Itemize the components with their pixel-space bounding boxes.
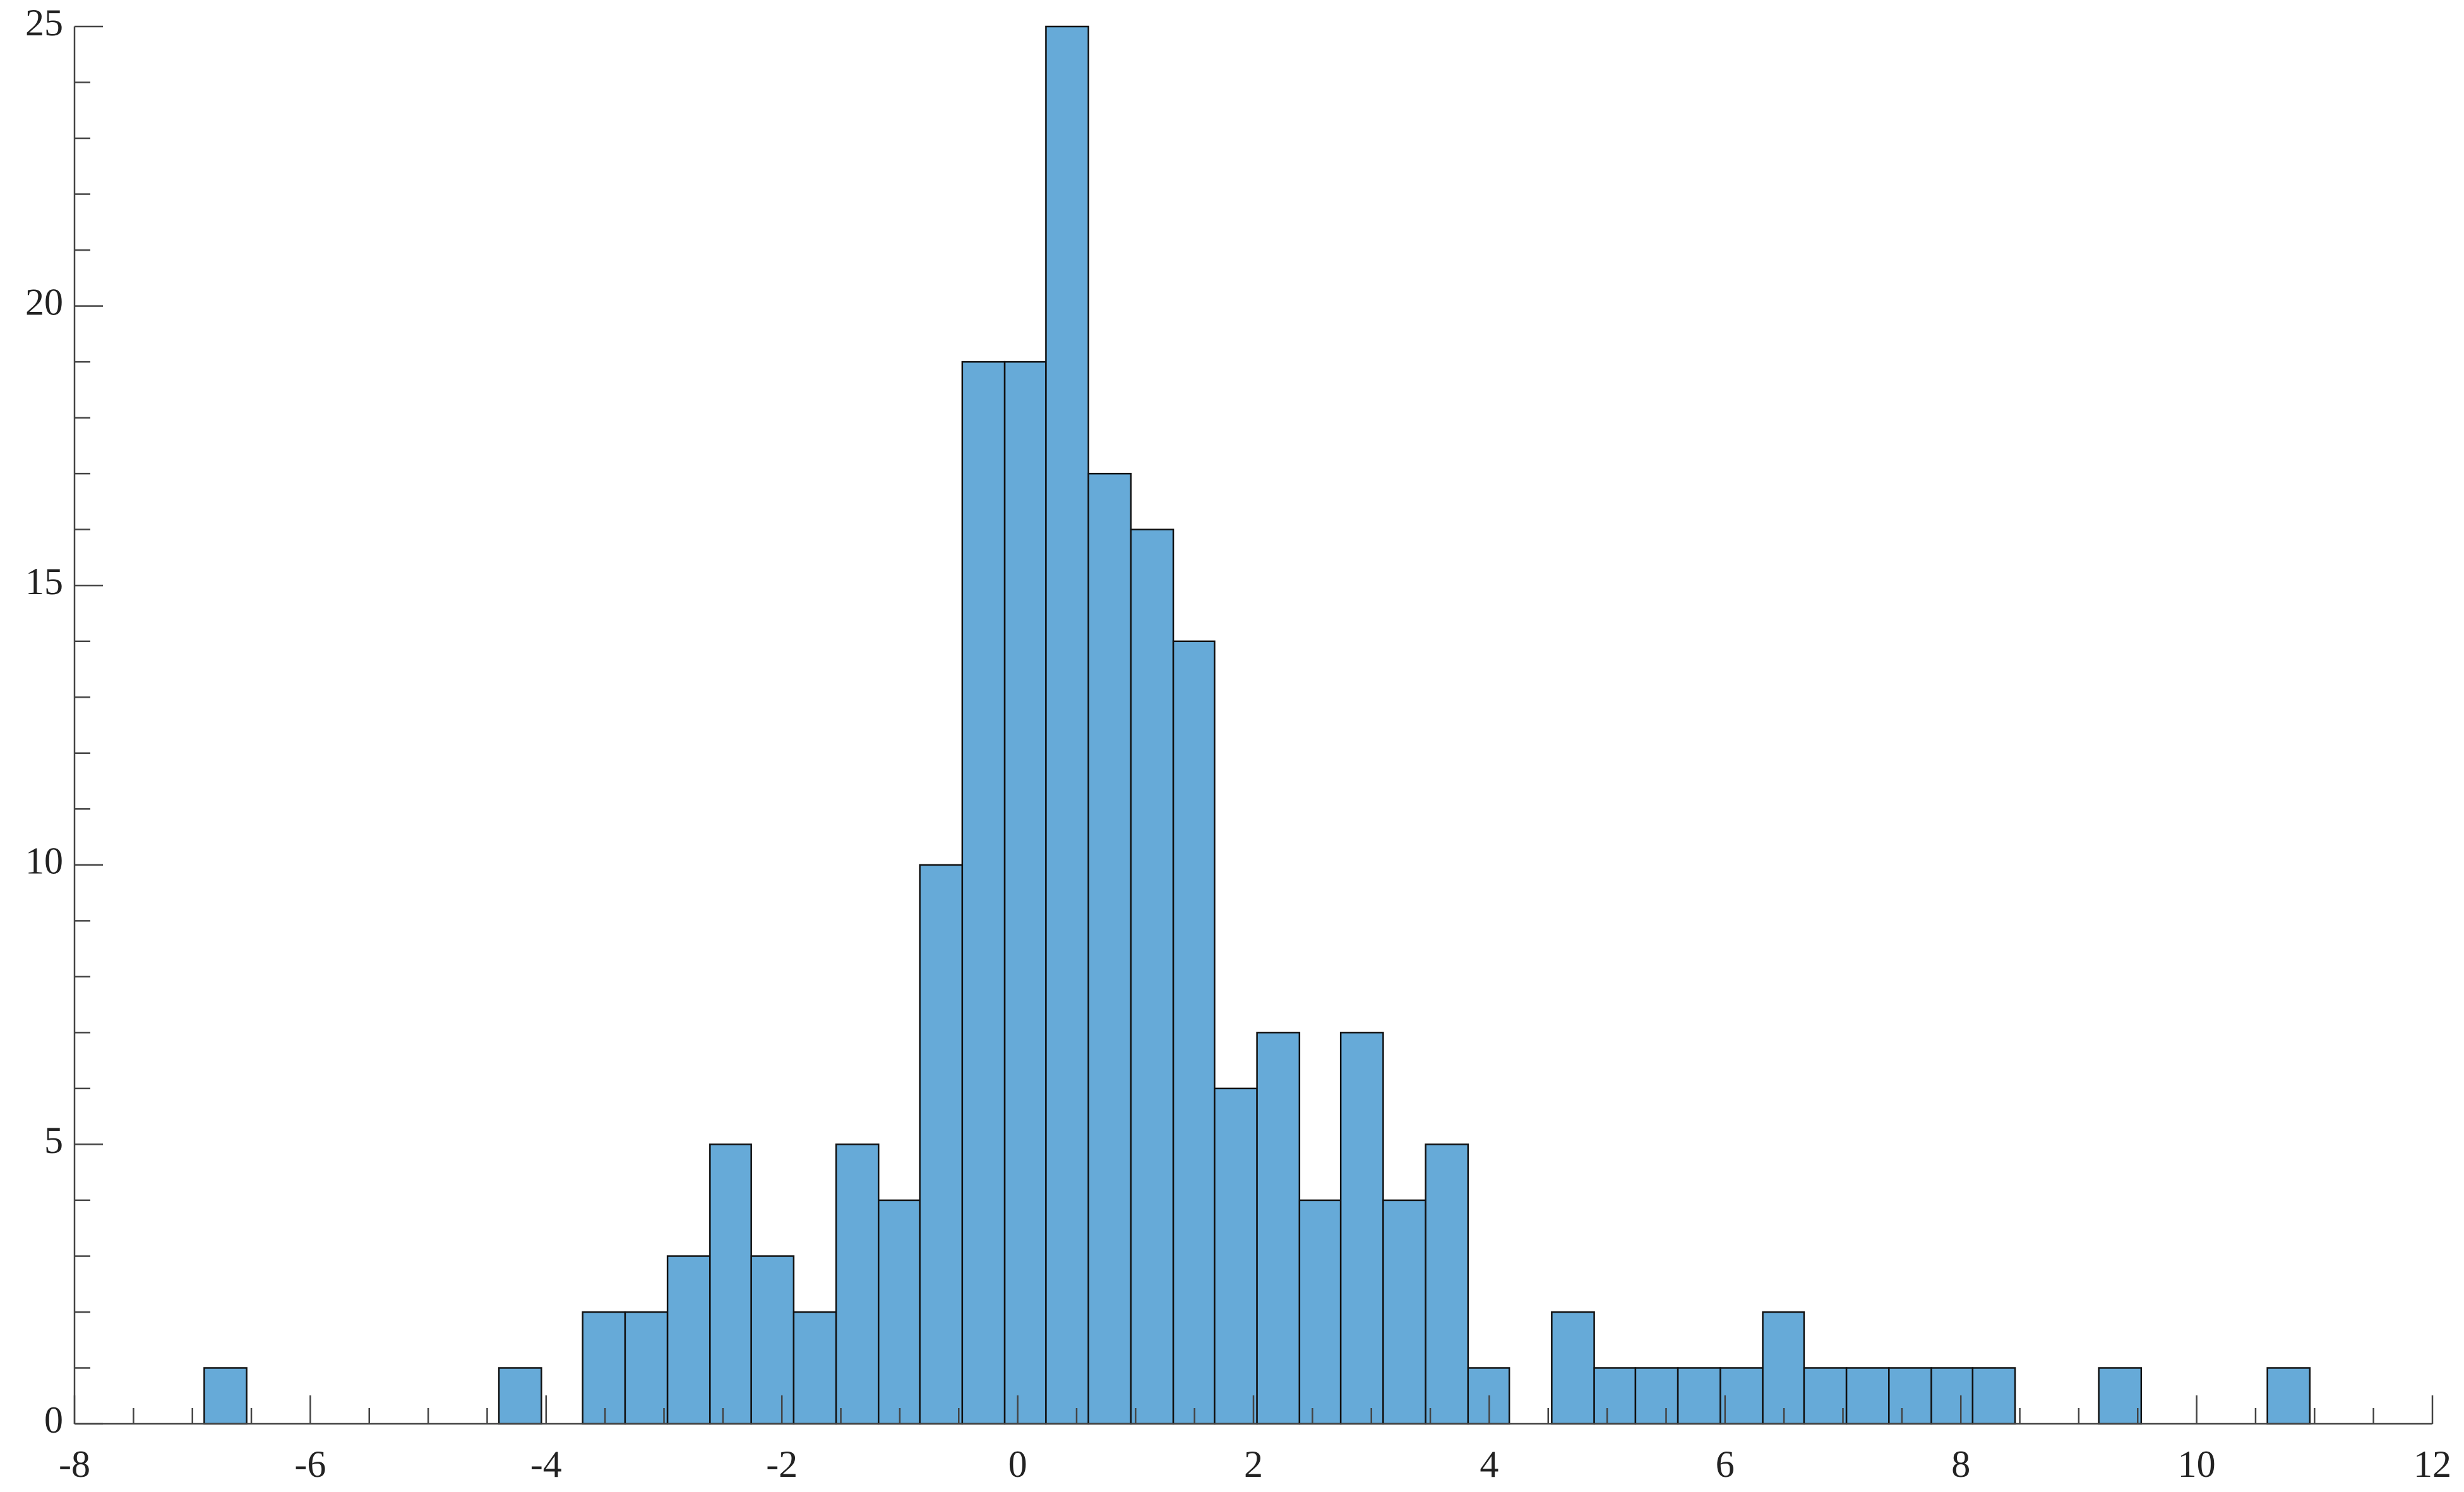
bar [1551,1311,1595,1425]
y-tick-label: 15 [25,561,63,602]
bar [624,1311,669,1425]
bar [203,1367,248,1425]
bar [1256,1032,1301,1425]
x-tick-label: 10 [2178,1443,2216,1485]
bar [1888,1367,1932,1425]
bar [1803,1367,1848,1425]
bar [2266,1367,2311,1425]
bar [835,1143,880,1425]
x-tick-label: 2 [1244,1443,1263,1485]
y-tick-label: 10 [25,840,63,882]
bar [1677,1367,1721,1425]
bar [1971,1367,2016,1425]
x-tick-label: 6 [1716,1443,1735,1485]
bar [1593,1367,1637,1425]
bar [2098,1367,2143,1425]
bar [582,1311,626,1425]
y-tick-label: 20 [25,281,63,323]
bar [1214,1087,1258,1425]
bar [1382,1199,1426,1425]
x-tick-label: -4 [530,1443,562,1485]
x-tick-label: -2 [766,1443,798,1485]
bar [1045,25,1089,1425]
bar [1425,1143,1469,1425]
x-tick-label: 4 [1480,1443,1498,1485]
bar [666,1255,711,1425]
bar [1930,1367,1974,1425]
y-tick-label: 25 [25,2,63,44]
x-tick-label: 12 [2413,1443,2451,1485]
y-tick-label: 5 [44,1119,63,1161]
x-tick-label: -6 [294,1443,326,1485]
bar [1634,1367,1679,1425]
x-tick-label: 8 [1951,1443,1970,1485]
bar [1172,640,1216,1425]
bar [1298,1199,1342,1425]
bar [1719,1367,1764,1425]
x-tick-label: 0 [1008,1443,1027,1485]
y-tick-label: 0 [44,1399,63,1441]
bar [1762,1311,1805,1425]
x-tick-label: -8 [59,1443,90,1485]
bar [919,864,964,1425]
bar [1845,1367,1890,1425]
bar [1087,472,1132,1425]
bar [961,361,1006,1425]
bar [750,1255,795,1425]
bar [709,1143,752,1425]
bar [1339,1032,1384,1425]
bar [498,1367,542,1425]
bar [1130,528,1175,1425]
bar [792,1311,837,1425]
bar [1003,361,1047,1425]
bar [878,1199,921,1425]
